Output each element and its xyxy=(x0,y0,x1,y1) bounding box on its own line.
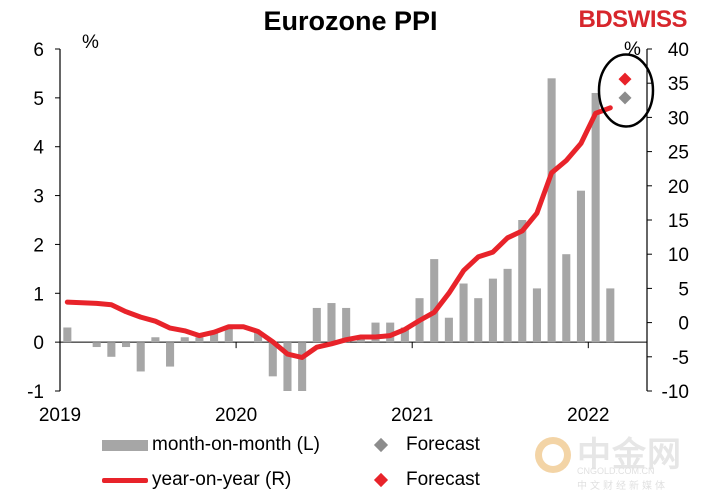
bar xyxy=(576,190,585,343)
legend-item-forecast-gray: Forecast xyxy=(368,434,480,456)
right-tick-label: 10 xyxy=(668,245,689,266)
right-tick-label: 40 xyxy=(668,40,689,61)
watermark-text: 中金网 xyxy=(577,436,682,474)
bar xyxy=(547,78,556,343)
bar xyxy=(518,220,527,343)
yoy-line xyxy=(64,105,613,360)
legend-swatch-bar xyxy=(102,439,148,451)
legend-item-mom: month-on-month (L) xyxy=(102,434,320,456)
x-tick-label: 2022 xyxy=(567,405,609,426)
watermark-logo: 中金网 CNGOLD.COM.CN 中文财经新媒体 xyxy=(533,425,683,492)
legend-swatch-diamond-gray xyxy=(373,437,389,453)
bar xyxy=(532,288,541,343)
right-tick-label: 20 xyxy=(668,177,689,198)
right-tick-label: -10 xyxy=(662,382,689,403)
legend-item-forecast-red: Forecast xyxy=(368,469,480,491)
bar xyxy=(371,322,380,343)
chart-title: Eurozone PPI xyxy=(263,6,438,36)
brand-swiss: SWISS xyxy=(612,6,687,33)
brand-logo: BDSWISS xyxy=(578,6,687,34)
bar xyxy=(166,342,175,367)
forecast-highlight-circle xyxy=(597,53,655,128)
legend-label-forecast-red: Forecast xyxy=(406,469,480,490)
bar xyxy=(254,332,263,343)
x-tick-label: 2019 xyxy=(39,405,81,426)
legend-label-forecast-gray: Forecast xyxy=(406,434,480,455)
left-tick-label: 5 xyxy=(33,89,44,110)
bar xyxy=(474,298,483,343)
x-tick-label: 2020 xyxy=(215,405,257,426)
brand-bd: BD xyxy=(578,6,613,33)
bar xyxy=(283,342,292,391)
bar xyxy=(122,342,131,348)
left-tick-label: 3 xyxy=(33,187,44,208)
forecast-yoy-marker xyxy=(618,72,632,86)
bar xyxy=(312,307,321,343)
right-axis-unit: % xyxy=(624,39,641,60)
bar xyxy=(606,288,615,343)
bar xyxy=(63,327,72,343)
bar xyxy=(224,327,233,343)
bar xyxy=(503,268,512,343)
right-tick-label: 0 xyxy=(678,314,689,335)
right-tick-label: 30 xyxy=(668,108,689,129)
bar xyxy=(342,307,351,343)
watermark-coin-icon xyxy=(535,437,571,473)
right-tick-label: -5 xyxy=(672,348,689,369)
bar xyxy=(591,92,600,343)
legend-swatch-line xyxy=(102,477,148,483)
bar xyxy=(107,342,116,357)
bar xyxy=(356,337,365,343)
bar xyxy=(386,322,395,343)
bar xyxy=(327,303,336,343)
left-tick-label: 4 xyxy=(33,138,44,159)
left-tick-label: 6 xyxy=(33,40,44,61)
bar xyxy=(92,342,101,348)
bar xyxy=(298,342,307,391)
bar xyxy=(444,317,453,343)
right-tick-label: 15 xyxy=(668,211,689,232)
bar xyxy=(180,337,189,343)
bar xyxy=(195,337,204,343)
left-tick-label: 2 xyxy=(33,235,44,256)
watermark-sub: CNGOLD.COM.CN xyxy=(577,466,655,476)
bar xyxy=(488,278,497,343)
right-tick-label: 5 xyxy=(678,279,689,300)
bar xyxy=(400,327,409,343)
left-tick-label: 0 xyxy=(33,333,44,354)
legend-item-yoy: year-on-year (R) xyxy=(102,469,291,491)
bar xyxy=(210,332,219,343)
right-tick-label: 25 xyxy=(668,143,689,164)
x-tick-label: 2021 xyxy=(391,405,433,426)
bar xyxy=(136,342,145,372)
bar xyxy=(268,342,277,377)
bar xyxy=(459,283,468,343)
watermark-sub2: 中文财经新媒体 xyxy=(577,481,668,492)
right-tick-label: 35 xyxy=(668,74,689,95)
forecast-mom-marker xyxy=(618,91,632,105)
left-tick-label: -1 xyxy=(27,382,44,403)
legend-swatch-diamond-red xyxy=(373,472,389,488)
bar xyxy=(562,254,571,343)
left-axis-unit: % xyxy=(82,32,99,53)
bar xyxy=(430,259,439,343)
left-tick-label: 1 xyxy=(33,284,44,305)
legend-label-mom: month-on-month (L) xyxy=(152,434,320,455)
legend-label-yoy: year-on-year (R) xyxy=(152,469,292,490)
bar xyxy=(151,337,160,343)
